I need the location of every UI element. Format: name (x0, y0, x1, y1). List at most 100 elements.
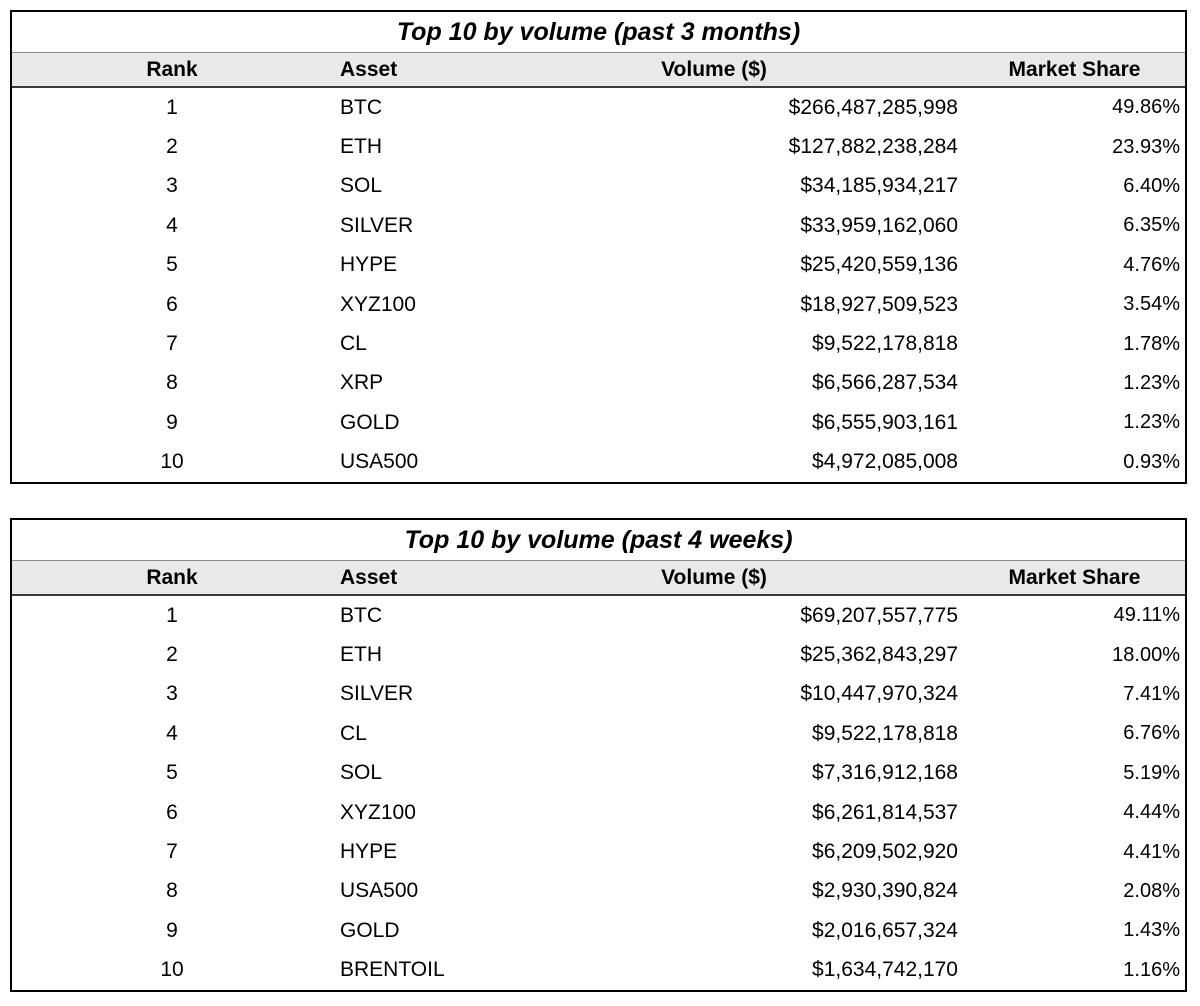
table-row: 7 CL $9,522,178,818 1.78% (12, 324, 1185, 363)
volume-cell: $6,261,814,537 (812, 800, 958, 824)
rank-cell: 9 (166, 918, 178, 942)
table-row: 10 BRENTOIL $1,634,742,170 1.16% (12, 951, 1185, 990)
volume-cell: $25,420,559,136 (800, 253, 958, 277)
rank-cell: 6 (166, 292, 178, 316)
asset-cell: BRENTOIL (340, 958, 445, 982)
share-cell: 1.16% (1123, 958, 1180, 981)
rank-cell: 1 (166, 95, 178, 119)
column-header-volume: Volume ($) (661, 57, 767, 81)
asset-cell: GOLD (340, 918, 400, 942)
rank-cell: 7 (166, 332, 178, 356)
table-row: 1 BTC $69,207,557,775 49.11% (12, 596, 1185, 635)
asset-cell: ETH (340, 135, 382, 159)
share-cell: 1.23% (1123, 411, 1180, 434)
table-row: 5 HYPE $25,420,559,136 4.76% (12, 246, 1185, 285)
asset-cell: USA500 (340, 879, 419, 903)
table-row: 1 BTC $266,487,285,998 49.86% (12, 88, 1185, 127)
table-row: 8 XRP $6,566,287,534 1.23% (12, 364, 1185, 403)
share-cell: 4.76% (1123, 253, 1180, 276)
share-cell: 1.43% (1123, 919, 1180, 942)
rank-cell: 4 (166, 213, 178, 237)
share-cell: 49.11% (1113, 604, 1180, 627)
rank-cell: 5 (166, 253, 178, 277)
share-cell: 3.54% (1123, 293, 1180, 316)
asset-cell: SILVER (340, 213, 414, 237)
column-header-share: Market Share (1008, 57, 1141, 81)
volume-cell: $9,522,178,818 (812, 332, 958, 356)
asset-cell: CL (340, 721, 367, 745)
share-cell: 5.19% (1123, 761, 1180, 784)
volume-table-4-weeks: Top 10 by volume (past 4 weeks) Rank Ass… (10, 518, 1187, 992)
rank-cell: 5 (166, 761, 178, 785)
column-header-volume: Volume ($) (661, 565, 767, 589)
asset-cell: HYPE (340, 840, 398, 864)
volume-cell: $6,209,502,920 (812, 840, 958, 864)
volume-cell: $18,927,509,523 (800, 292, 958, 316)
table-row: 6 XYZ100 $18,927,509,523 3.54% (12, 285, 1185, 324)
rank-cell: 9 (166, 410, 178, 434)
table-header-row: Rank Asset Volume ($) Market Share (12, 52, 1185, 88)
share-cell: 7.41% (1123, 682, 1180, 705)
rank-cell: 2 (166, 135, 178, 159)
column-header-asset: Asset (340, 565, 398, 589)
share-cell: 6.76% (1123, 722, 1180, 745)
rank-cell: 1 (166, 603, 178, 627)
asset-cell: HYPE (340, 253, 398, 277)
rank-cell: 3 (166, 682, 178, 706)
asset-cell: ETH (340, 643, 382, 667)
volume-cell: $2,930,390,824 (812, 879, 958, 903)
asset-cell: USA500 (340, 450, 419, 474)
rank-cell: 10 (160, 958, 184, 982)
share-cell: 23.93% (1112, 135, 1180, 158)
volume-cell: $127,882,238,284 (788, 135, 958, 159)
share-cell: 2.08% (1123, 879, 1180, 902)
share-cell: 6.40% (1123, 174, 1180, 197)
asset-cell: SOL (340, 174, 383, 198)
asset-cell: CL (340, 332, 367, 356)
column-header-rank: Rank (146, 57, 198, 81)
table-row: 4 SILVER $33,959,162,060 6.35% (12, 206, 1185, 245)
table-row: 3 SOL $34,185,934,217 6.40% (12, 167, 1185, 206)
table-row: 10 USA500 $4,972,085,008 0.93% (12, 443, 1185, 482)
column-header-share: Market Share (1008, 565, 1141, 589)
rank-cell: 3 (166, 174, 178, 198)
share-cell: 1.78% (1123, 332, 1180, 355)
table-row: 4 CL $9,522,178,818 6.76% (12, 714, 1185, 753)
volume-cell: $9,522,178,818 (812, 721, 958, 745)
asset-cell: SOL (340, 761, 383, 785)
rank-cell: 2 (166, 643, 178, 667)
table-row: 6 XYZ100 $6,261,814,537 4.44% (12, 793, 1185, 832)
volume-cell: $2,016,657,324 (812, 918, 958, 942)
table-row: 9 GOLD $6,555,903,161 1.23% (12, 403, 1185, 442)
share-cell: 0.93% (1123, 450, 1180, 473)
rank-cell: 6 (166, 800, 178, 824)
volume-cell: $1,634,742,170 (812, 958, 958, 982)
table-row: 7 HYPE $6,209,502,920 4.41% (12, 832, 1185, 871)
table-row: 2 ETH $127,882,238,284 23.93% (12, 127, 1185, 166)
share-cell: 6.35% (1123, 214, 1180, 237)
asset-cell: GOLD (340, 410, 400, 434)
rank-cell: 8 (166, 371, 178, 395)
volume-cell: $6,566,287,534 (812, 371, 958, 395)
share-cell: 49.86% (1112, 96, 1180, 119)
share-cell: 18.00% (1112, 643, 1180, 666)
table-row: 5 SOL $7,316,912,168 5.19% (12, 754, 1185, 793)
volume-cell: $25,362,843,297 (800, 643, 958, 667)
table-row: 8 USA500 $2,930,390,824 2.08% (12, 872, 1185, 911)
table-row: 3 SILVER $10,447,970,324 7.41% (12, 675, 1185, 714)
table-row: 2 ETH $25,362,843,297 18.00% (12, 635, 1185, 674)
volume-cell: $6,555,903,161 (812, 410, 958, 434)
rank-cell: 8 (166, 879, 178, 903)
share-cell: 1.23% (1123, 371, 1180, 394)
share-cell: 4.41% (1123, 840, 1180, 863)
asset-cell: XYZ100 (340, 800, 416, 824)
table-row: 9 GOLD $2,016,657,324 1.43% (12, 911, 1185, 950)
column-header-rank: Rank (146, 565, 198, 589)
table-header-row: Rank Asset Volume ($) Market Share (12, 560, 1185, 596)
asset-cell: BTC (340, 95, 382, 119)
column-header-asset: Asset (340, 57, 398, 81)
volume-cell: $7,316,912,168 (812, 761, 958, 785)
rank-cell: 4 (166, 721, 178, 745)
volume-cell: $4,972,085,008 (812, 450, 958, 474)
volume-table-3-months: Top 10 by volume (past 3 months) Rank As… (10, 10, 1187, 484)
